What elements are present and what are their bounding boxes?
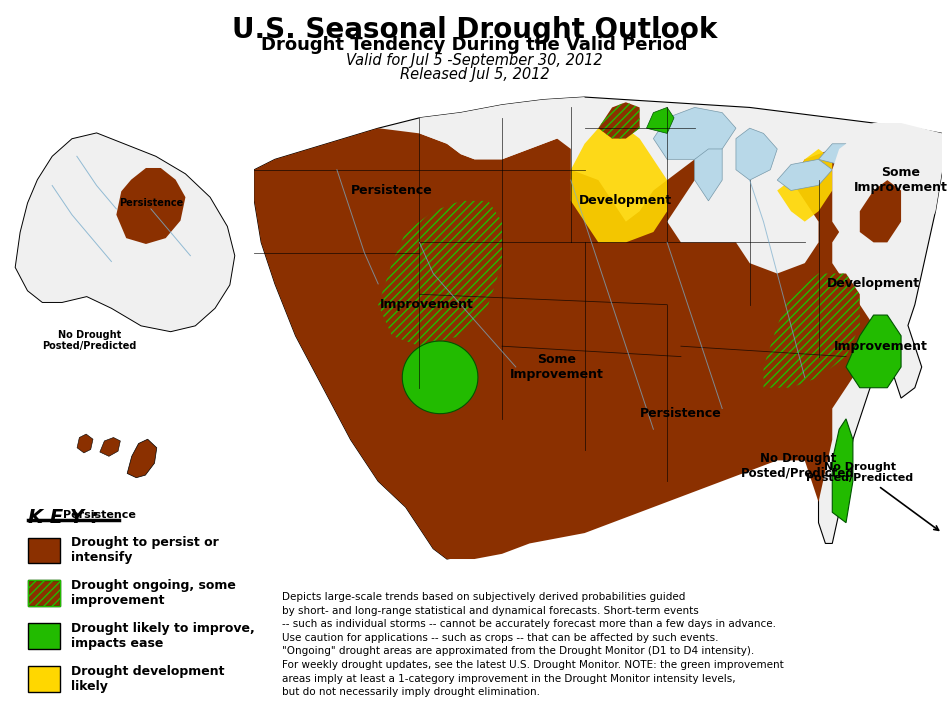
Text: Some
Improvement: Some Improvement	[511, 353, 604, 381]
Text: Improvement: Improvement	[380, 298, 474, 311]
Text: Drought likely to improve,
impacts ease: Drought likely to improve, impacts ease	[71, 622, 254, 650]
Polygon shape	[832, 419, 853, 523]
Text: Released Jul 5, 2012: Released Jul 5, 2012	[400, 67, 549, 82]
Polygon shape	[598, 102, 640, 138]
Polygon shape	[378, 201, 502, 347]
Text: K E Y :: K E Y :	[28, 508, 99, 527]
Polygon shape	[419, 97, 585, 159]
Polygon shape	[571, 128, 667, 242]
Polygon shape	[117, 168, 185, 244]
Polygon shape	[763, 274, 860, 388]
Bar	[28, 538, 61, 563]
Polygon shape	[127, 439, 157, 478]
Text: Drought ongoing, some
improvement: Drought ongoing, some improvement	[71, 579, 236, 607]
Polygon shape	[695, 149, 722, 201]
Text: Valid for Jul 5 -September 30, 2012: Valid for Jul 5 -September 30, 2012	[346, 53, 603, 68]
Polygon shape	[777, 149, 832, 222]
Text: Persistence: Persistence	[351, 184, 433, 197]
Bar	[28, 623, 61, 649]
Polygon shape	[254, 128, 873, 559]
Bar	[28, 580, 61, 606]
Polygon shape	[818, 144, 853, 165]
Polygon shape	[15, 133, 234, 332]
Text: Some
Improvement: Some Improvement	[854, 166, 948, 194]
Text: Drought development
likely: Drought development likely	[71, 665, 225, 693]
Polygon shape	[860, 180, 901, 242]
Bar	[28, 580, 61, 606]
Polygon shape	[777, 159, 832, 190]
Polygon shape	[735, 128, 777, 180]
Polygon shape	[100, 438, 121, 456]
Polygon shape	[653, 108, 735, 159]
Polygon shape	[254, 97, 942, 559]
Polygon shape	[77, 434, 93, 453]
Text: Improvement: Improvement	[833, 339, 927, 353]
Polygon shape	[646, 108, 674, 133]
Bar	[28, 666, 61, 692]
Text: Persistence: Persistence	[64, 510, 136, 520]
Text: No Drought
Posted/Predicted: No Drought Posted/Predicted	[42, 329, 137, 352]
Text: U.S. Seasonal Drought Outlook: U.S. Seasonal Drought Outlook	[232, 16, 717, 43]
Text: Persistence: Persistence	[640, 407, 722, 420]
Polygon shape	[847, 315, 901, 388]
Text: Drought Tendency During the Valid Period: Drought Tendency During the Valid Period	[261, 36, 688, 53]
Text: Development: Development	[579, 195, 673, 207]
Text: No Drought
Posted/Predicted: No Drought Posted/Predicted	[741, 451, 855, 480]
Text: Development: Development	[827, 277, 921, 290]
Polygon shape	[832, 123, 942, 274]
Polygon shape	[402, 341, 478, 414]
Text: Drought to persist or
intensify: Drought to persist or intensify	[71, 536, 218, 565]
Text: Depicts large-scale trends based on subjectively derived probabilities guided
by: Depicts large-scale trends based on subj…	[282, 592, 784, 697]
Text: No Drought
Posted/Predicted: No Drought Posted/Predicted	[807, 461, 939, 530]
Text: Persistence: Persistence	[119, 198, 183, 208]
